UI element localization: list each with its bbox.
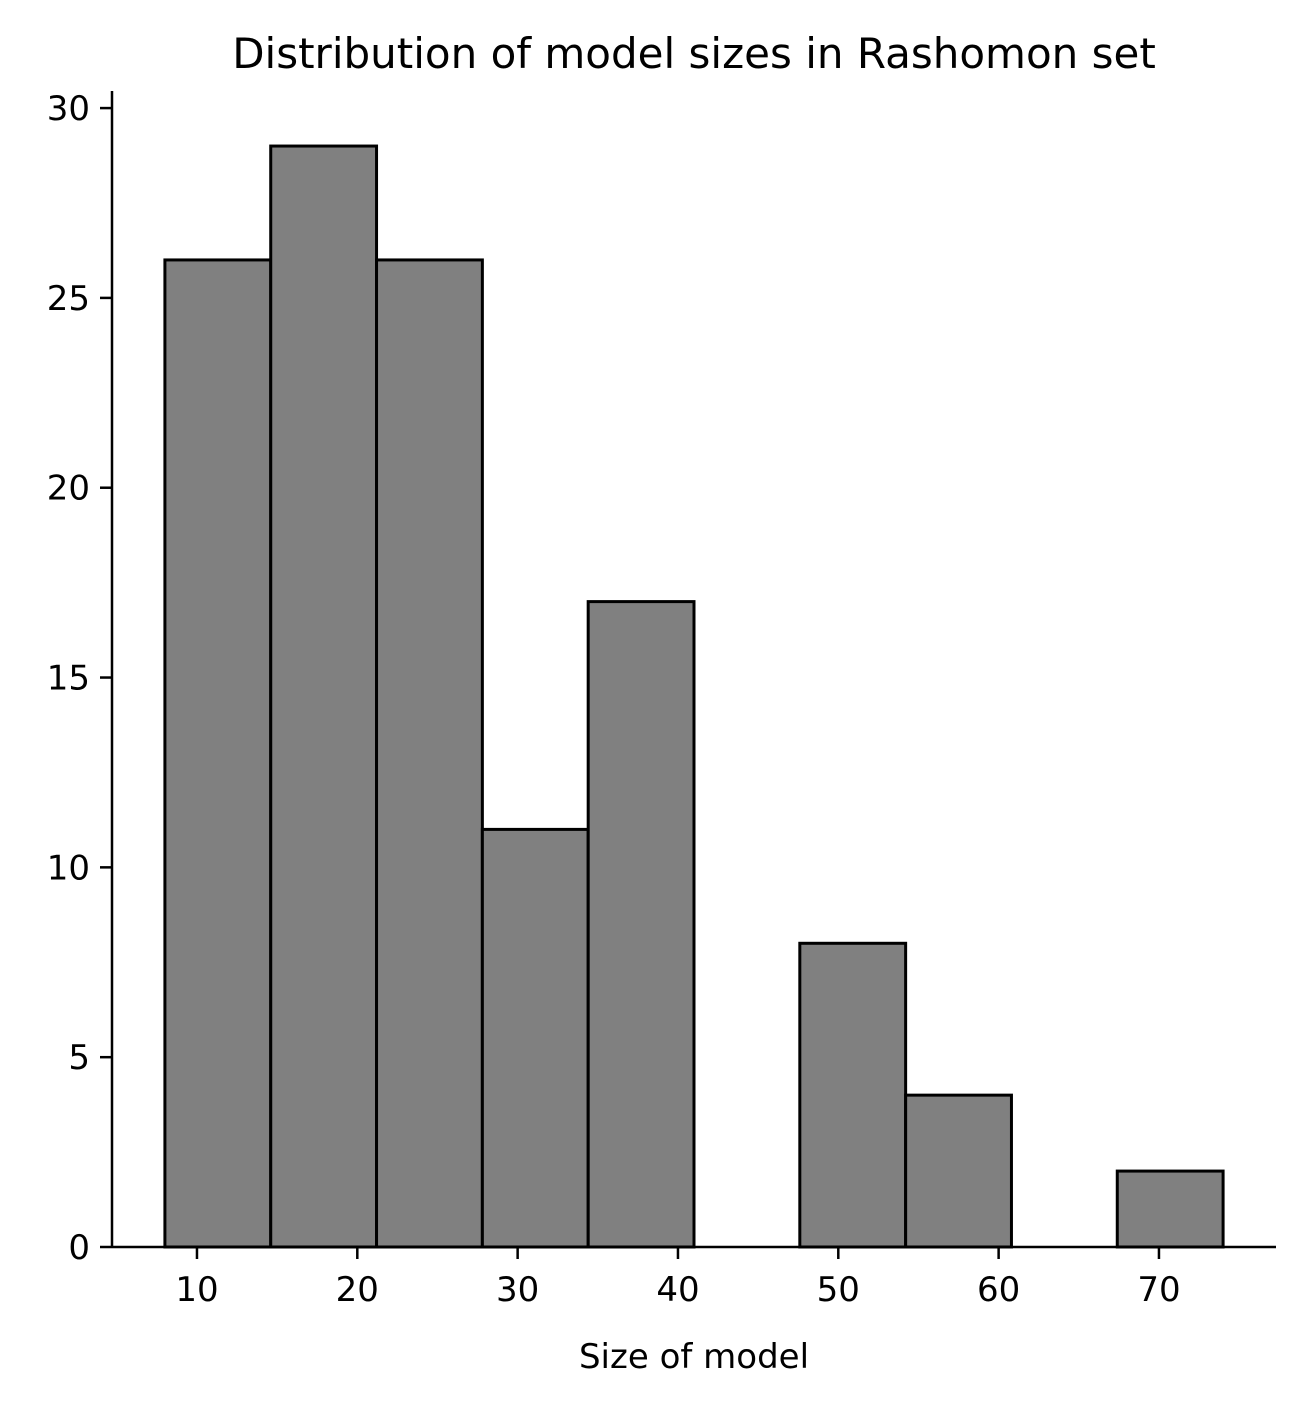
x-axis: 10 20 30 40 50 60 70 [112,1245,1276,1310]
y-tick-label: 15 [47,659,90,699]
y-tick-label: 0 [68,1228,90,1268]
y-tick-label: 25 [47,279,90,319]
y-tick-label: 20 [47,469,90,509]
histogram-bar [163,258,273,1249]
y-tick-label: 30 [47,89,90,129]
x-tick-label: 20 [336,1270,379,1310]
x-tick-label: 70 [1137,1270,1180,1310]
chart-title: Distribution of model sizes in Rashomon … [232,29,1156,78]
x-tick-label: 10 [175,1270,218,1310]
histogram-bar [586,600,696,1249]
histogram-bar [904,1093,1013,1249]
y-tick-label: 5 [68,1038,90,1078]
bars-group [163,144,1225,1249]
histogram-bar [269,144,379,1249]
histogram-bar [375,258,484,1249]
x-tick-label: 30 [496,1270,539,1310]
x-tick-label: 50 [817,1270,860,1310]
y-axis: 0 5 10 15 20 25 30 [47,89,114,1268]
y-tick-label: 10 [47,848,90,888]
histogram-bar [1115,1169,1225,1249]
x-tick-label: 60 [977,1270,1020,1310]
x-tick-label: 40 [656,1270,699,1310]
x-axis-label: Size of model [579,1337,809,1377]
histogram-bar [480,827,590,1249]
histogram-bar [798,941,908,1249]
